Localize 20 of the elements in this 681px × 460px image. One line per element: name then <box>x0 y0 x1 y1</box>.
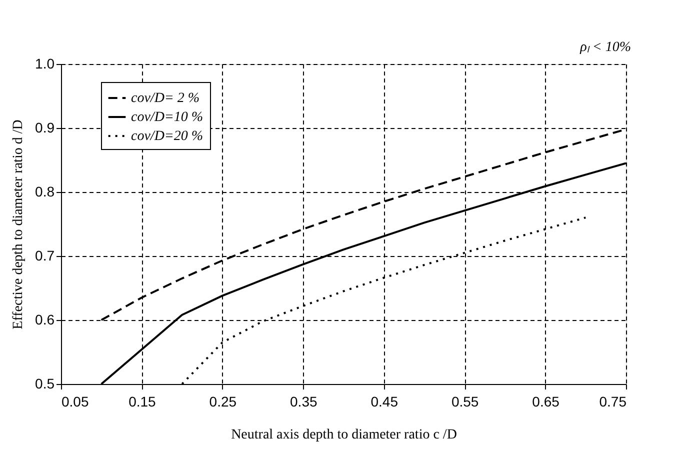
x-tick-label: 0.55 <box>451 394 479 410</box>
x-tick-label: 0.45 <box>370 394 398 410</box>
y-tick-label: 0.6 <box>35 312 55 328</box>
x-tick-label: 0.25 <box>209 394 237 410</box>
y-tick-label: 0.5 <box>35 376 55 392</box>
y-tick-label: 1.0 <box>35 56 55 72</box>
x-tick-label: 0.65 <box>532 394 560 410</box>
text: ρₗ < 10% <box>579 40 631 55</box>
x-tick-label: 0.05 <box>62 394 89 410</box>
x-tick-label: 0.35 <box>290 394 318 410</box>
x-tick-label: 0.15 <box>128 394 156 410</box>
legend-label: cov/D=20 % <box>131 129 204 144</box>
legend-label: cov/D=10 % <box>131 110 204 125</box>
x-axis-title: Neutral axis depth to diameter ratio c /D <box>231 428 457 442</box>
legend-label: cov/D= 2 % <box>131 91 200 106</box>
y-tick-label: 0.9 <box>35 120 55 136</box>
x-tick-label: 0.75 <box>599 394 627 410</box>
y-tick-label: 0.8 <box>35 184 55 200</box>
y-tick-label: 0.7 <box>35 248 55 264</box>
y-axis-title: Effective depth to diameter ratio d /D <box>11 120 26 330</box>
